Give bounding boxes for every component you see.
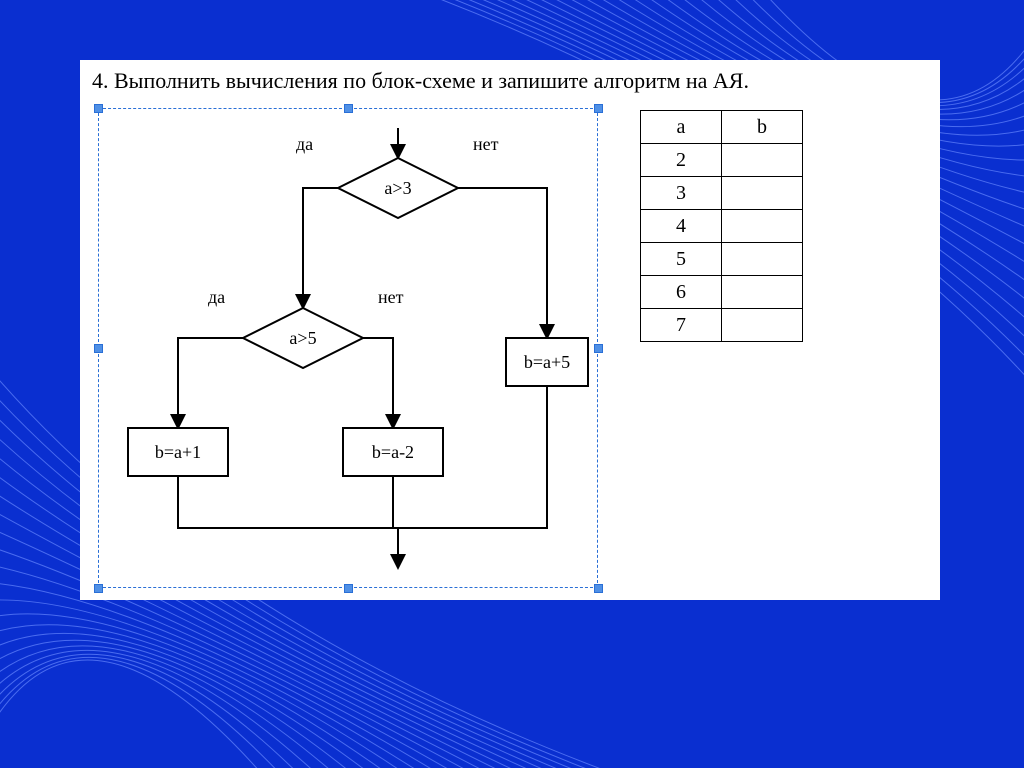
table-row: 5 (641, 243, 803, 276)
table-cell: 3 (641, 177, 722, 210)
task-text: Выполнить вычисления по блок-схеме и зап… (114, 68, 749, 93)
svg-text:нет: нет (378, 287, 404, 307)
selection-handle[interactable] (594, 344, 603, 353)
table-cell (722, 144, 803, 177)
selection-handle[interactable] (344, 104, 353, 113)
selection-handle[interactable] (594, 584, 603, 593)
table-cell: 4 (641, 210, 722, 243)
svg-text:b=a+1: b=a+1 (155, 442, 201, 462)
table-cell: 7 (641, 309, 722, 342)
table-cell (722, 309, 803, 342)
table-cell (722, 177, 803, 210)
flowchart-svg: a>3 да нет a>5 да нет b=a+1 b=a-2 b=a+5 (98, 108, 598, 588)
table-row: 6 (641, 276, 803, 309)
svg-text:b=a+5: b=a+5 (524, 352, 570, 372)
svg-text:a>3: a>3 (384, 178, 411, 198)
task-number: 4. (92, 68, 109, 93)
table-row: 4 (641, 210, 803, 243)
table-cell (722, 276, 803, 309)
selection-handle[interactable] (344, 584, 353, 593)
table-row: 7 (641, 309, 803, 342)
table-cell (722, 243, 803, 276)
trace-table: ab 234567 (640, 110, 803, 342)
svg-text:да: да (296, 134, 313, 154)
table-cell: 5 (641, 243, 722, 276)
svg-text:нет: нет (473, 134, 499, 154)
selection-handle[interactable] (94, 344, 103, 353)
table-row: 2 (641, 144, 803, 177)
svg-text:a>5: a>5 (289, 328, 316, 348)
flowchart-container: a>3 да нет a>5 да нет b=a+1 b=a-2 b=a+5 (98, 108, 598, 588)
selection-handle[interactable] (94, 104, 103, 113)
svg-text:да: да (208, 287, 225, 307)
table-cell: 6 (641, 276, 722, 309)
table-row: 3 (641, 177, 803, 210)
table-cell (722, 210, 803, 243)
selection-handle[interactable] (594, 104, 603, 113)
selection-handle[interactable] (94, 584, 103, 593)
table-cell: 2 (641, 144, 722, 177)
content-card: 4. Выполнить вычисления по блок-схеме и … (80, 60, 940, 600)
table-header: a (641, 111, 722, 144)
task-title: 4. Выполнить вычисления по блок-схеме и … (92, 68, 928, 94)
svg-text:b=a-2: b=a-2 (372, 442, 414, 462)
table-header: b (722, 111, 803, 144)
